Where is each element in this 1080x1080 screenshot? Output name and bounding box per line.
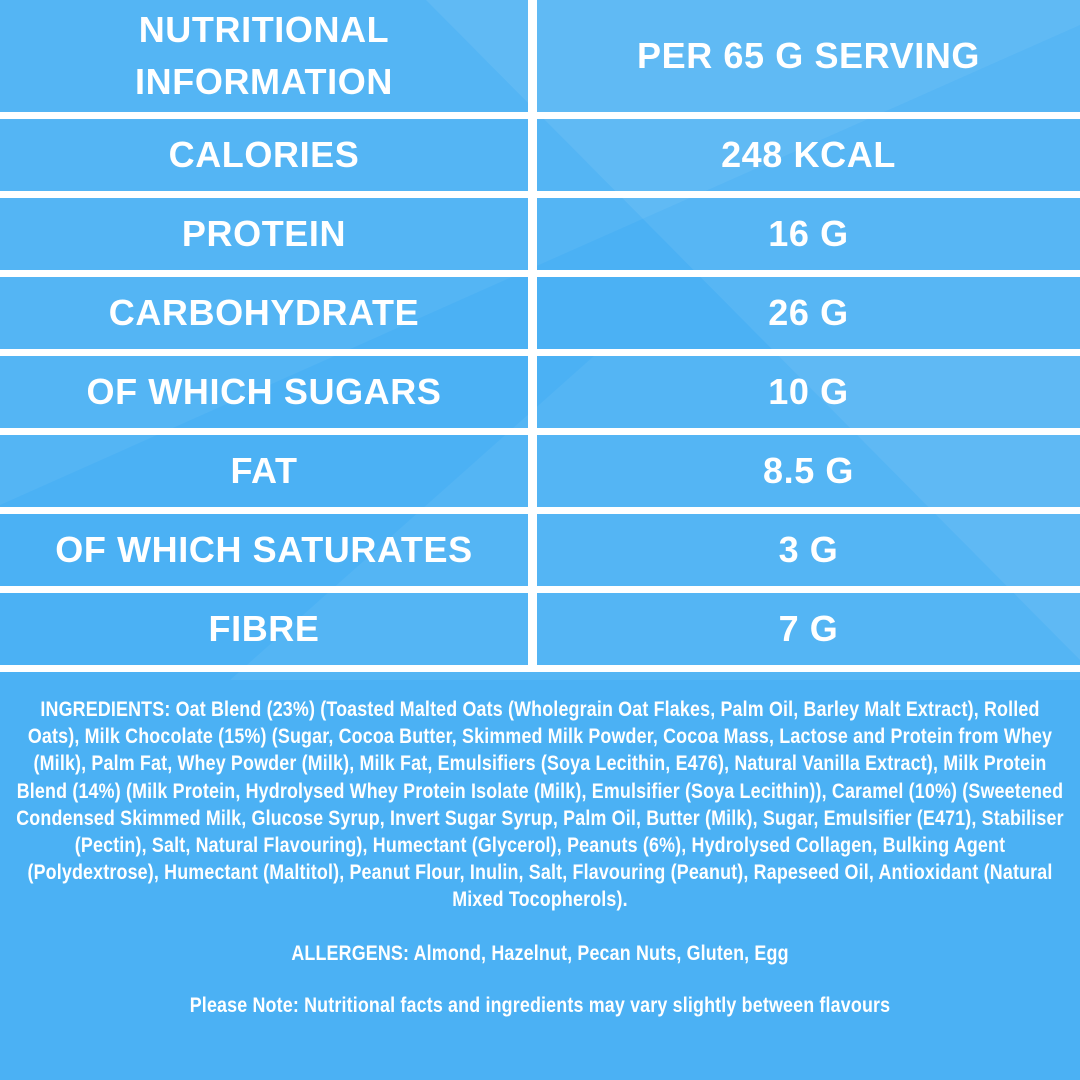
row-value: 3 G: [778, 528, 839, 570]
ingredients-text: INGREDIENTS: Oat Blend (23%) (Toasted Ma…: [16, 698, 1064, 912]
row-label: FAT: [0, 435, 537, 507]
row-value: 7 G: [778, 607, 839, 649]
row-value: 26 G: [768, 291, 849, 333]
row-label: CARBOHYDRATE: [0, 277, 537, 349]
disclaimer-note-text: Please Note: Nutritional facts and ingre…: [189, 993, 891, 1017]
table-row-fibre: FIBRE 7 G: [0, 593, 1080, 672]
table-header-row: NUTRITIONAL INFORMATION PER 65 G SERVING: [0, 0, 1080, 119]
table-row-sugars: OF WHICH SUGARS 10 G: [0, 356, 1080, 435]
row-value: 16 G: [768, 212, 849, 254]
row-value: 10 G: [768, 370, 849, 412]
table-row-saturates: OF WHICH SATURATES 3 G: [0, 514, 1080, 593]
table-row-fat: FAT 8.5 G: [0, 435, 1080, 514]
row-label: FIBRE: [0, 593, 537, 665]
header-nutritional-information: NUTRITIONAL INFORMATION: [0, 0, 537, 112]
header-per-serving: PER 65 G SERVING: [636, 34, 981, 76]
row-label: PROTEIN: [0, 198, 537, 270]
nutrition-table: NUTRITIONAL INFORMATION PER 65 G SERVING…: [0, 0, 1080, 672]
label-footer: INGREDIENTS: Oat Blend (23%) (Toasted Ma…: [0, 679, 1080, 1019]
table-row-calories: CALORIES 248 KCAL: [0, 119, 1080, 198]
allergens-text: ALLERGENS: Almond, Hazelnut, Pecan Nuts,…: [291, 941, 789, 965]
row-label: OF WHICH SUGARS: [0, 356, 537, 428]
table-row-protein: PROTEIN 16 G: [0, 198, 1080, 277]
row-value: 248 KCAL: [721, 133, 896, 175]
table-row-carbohydrate: CARBOHYDRATE 26 G: [0, 277, 1080, 356]
row-value: 8.5 G: [762, 449, 855, 491]
row-label: CALORIES: [0, 119, 537, 191]
row-label: OF WHICH SATURATES: [0, 514, 537, 586]
